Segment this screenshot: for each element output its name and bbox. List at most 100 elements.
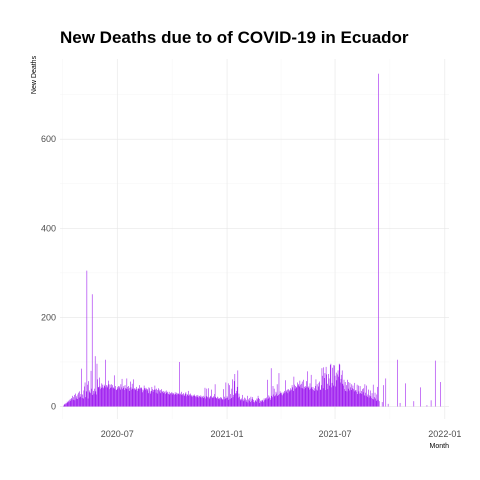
bar (156, 390, 158, 407)
bar (287, 393, 289, 407)
bar (143, 385, 145, 407)
bar (297, 382, 298, 407)
bar (63, 404, 65, 407)
bar (294, 384, 295, 407)
bar (346, 385, 347, 407)
bar (68, 402, 70, 407)
bar (203, 395, 205, 407)
bar (358, 385, 359, 407)
bar (268, 395, 270, 407)
bar (239, 396, 240, 407)
bar (113, 387, 114, 407)
bar (378, 73, 379, 407)
bar (331, 387, 332, 407)
bar (328, 374, 329, 407)
bar (105, 387, 107, 407)
bar (342, 383, 344, 407)
x-tick-label: 2022-01 (428, 429, 461, 439)
bar (224, 396, 225, 407)
bar (245, 401, 247, 407)
bar (244, 400, 246, 407)
bar (123, 386, 125, 407)
y-tick-label: 200 (41, 312, 56, 322)
bar (254, 402, 255, 407)
bar (103, 384, 105, 407)
bar (235, 393, 236, 407)
bar (228, 399, 230, 407)
bar (84, 382, 86, 407)
bar (370, 396, 372, 407)
bar (303, 389, 305, 407)
bar (306, 381, 307, 407)
bar (295, 386, 297, 407)
bar (287, 389, 288, 407)
bar (96, 363, 98, 407)
bar (183, 393, 184, 407)
bar (79, 391, 80, 407)
bar (146, 388, 147, 407)
bar (241, 399, 243, 407)
bar (371, 393, 373, 407)
bar (349, 390, 350, 407)
bar (387, 403, 389, 407)
bar (142, 389, 144, 407)
bar (344, 382, 346, 407)
bar (213, 397, 215, 407)
bar (71, 399, 73, 407)
bar (153, 390, 154, 407)
bar (129, 390, 131, 407)
bar (341, 374, 342, 407)
bar (263, 398, 265, 407)
bar (154, 385, 156, 407)
bar (113, 375, 115, 407)
bar (216, 398, 217, 407)
bar (95, 391, 97, 407)
bar (176, 392, 177, 407)
bar (332, 367, 333, 407)
bar (79, 396, 81, 407)
bar (251, 400, 252, 407)
bar (178, 394, 180, 407)
bar (131, 389, 132, 407)
bar (322, 375, 323, 407)
bar (313, 390, 315, 407)
bar (314, 388, 316, 407)
bar (100, 387, 102, 407)
x-axis-tick-labels: 2020-07 2021-01 2021-07 2022-01 (101, 429, 462, 439)
bar (248, 400, 250, 407)
bar (377, 399, 379, 407)
bar (72, 395, 73, 407)
bar (339, 364, 341, 407)
bar (278, 394, 279, 407)
bar (278, 373, 280, 407)
bar (234, 374, 236, 407)
bar (122, 389, 123, 407)
bar (375, 398, 376, 407)
bar (199, 396, 200, 407)
bar (220, 397, 221, 407)
bar (378, 401, 380, 407)
bar (305, 387, 307, 407)
bar (190, 393, 191, 407)
bar (272, 397, 273, 407)
bar (265, 399, 267, 407)
bar (335, 386, 336, 407)
bar (365, 395, 367, 407)
bar (213, 396, 214, 407)
bar (88, 390, 90, 407)
bar (280, 393, 282, 407)
bar (75, 393, 76, 407)
bar (118, 386, 119, 407)
x-tick-label: 2020-07 (101, 429, 134, 439)
bar (189, 394, 190, 407)
bar (174, 394, 175, 407)
bar (336, 380, 338, 407)
bar (144, 388, 146, 407)
bar (86, 270, 88, 407)
bar (260, 401, 261, 407)
bar (212, 397, 214, 407)
bar (345, 390, 347, 407)
bar (181, 391, 183, 407)
